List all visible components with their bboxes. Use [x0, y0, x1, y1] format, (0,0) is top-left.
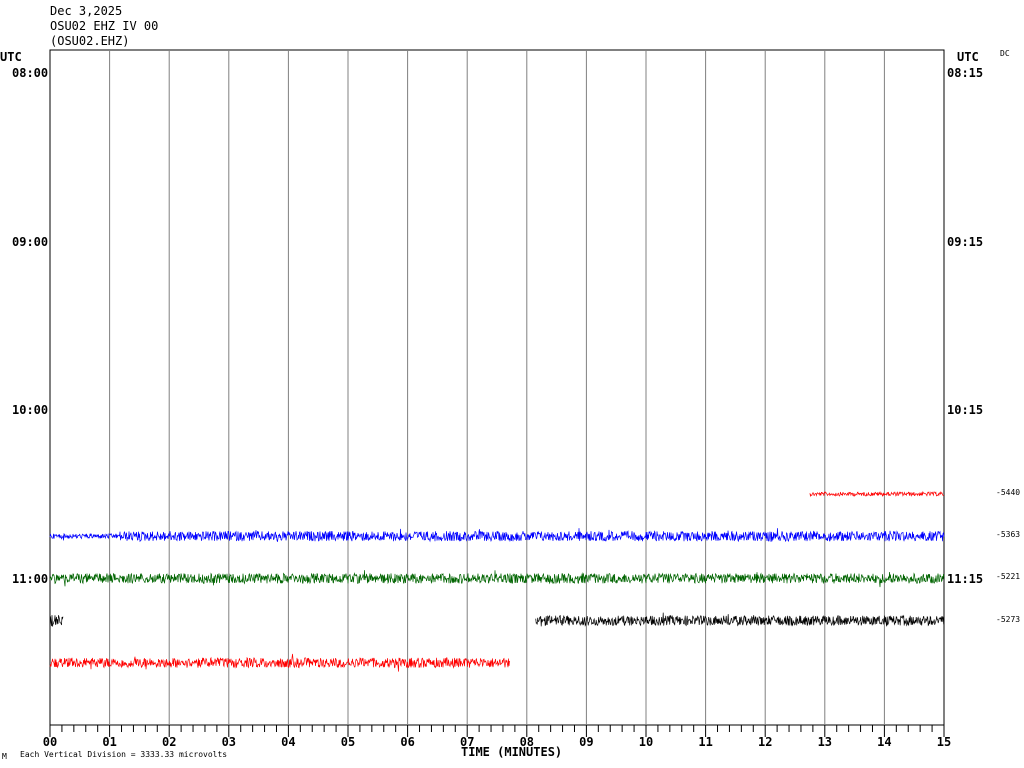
- offset-label-blue: -5440: [996, 488, 1021, 497]
- left-time-label-0: 08:00: [12, 66, 49, 80]
- seismic-trace-0: [809, 490, 945, 498]
- offset-label-red: -5273: [996, 615, 1021, 624]
- x-tick-label-00: 00: [43, 735, 57, 749]
- right-time-label-2: 10:15: [947, 403, 984, 417]
- channel-subtitle: (OSU02.EHZ): [50, 34, 130, 48]
- seismic-trace-2: [49, 570, 945, 588]
- left-utc-label: UTC: [0, 50, 22, 64]
- x-tick-label-11: 11: [698, 735, 712, 749]
- offset-label-black: -5221: [996, 572, 1021, 581]
- x-tick-label-01: 01: [102, 735, 116, 749]
- plot-date: Dec 3,2025: [50, 4, 123, 18]
- x-tick-label-08: 08: [520, 735, 534, 749]
- dc-label: DC: [1000, 49, 1010, 58]
- seismic-trace-5: [49, 653, 511, 672]
- x-axis-label: TIME (MINUTES): [461, 745, 563, 759]
- x-tick-label-06: 06: [400, 735, 414, 749]
- right-time-label-0: 08:15: [947, 66, 984, 80]
- right-utc-label: UTC: [957, 50, 979, 64]
- left-time-label-2: 10:00: [12, 403, 49, 417]
- station-title: OSU02 EHZ IV 00: [50, 19, 159, 33]
- right-time-label-1: 09:15: [947, 235, 984, 249]
- plot-frame: [49, 49, 945, 726]
- x-tick-label-12: 12: [758, 735, 772, 749]
- left-time-label-3: 11:00: [12, 572, 49, 586]
- x-tick-label-10: 10: [639, 735, 653, 749]
- x-tick-label-09: 09: [579, 735, 593, 749]
- x-tick-label-02: 02: [162, 735, 176, 749]
- x-tick-label-04: 04: [281, 735, 295, 749]
- x-tick-label-14: 14: [877, 735, 891, 749]
- footer-mark: M: [2, 752, 7, 761]
- x-tick-label-13: 13: [818, 735, 832, 749]
- seismic-trace-4: [535, 612, 945, 627]
- x-tick-label-05: 05: [341, 735, 355, 749]
- seismic-trace-1: [49, 528, 945, 543]
- seismic-trace-3: [49, 615, 64, 627]
- x-tick-label-07: 07: [460, 735, 474, 749]
- left-time-label-1: 09:00: [12, 235, 49, 249]
- x-tick-label-03: 03: [222, 735, 236, 749]
- offset-label-green: -5363: [996, 530, 1021, 539]
- x-tick-label-15: 15: [937, 735, 951, 749]
- vertical-division-note: Each Vertical Division = 3333.33 microvo…: [20, 750, 228, 759]
- right-time-label-3: 11:15: [947, 572, 984, 586]
